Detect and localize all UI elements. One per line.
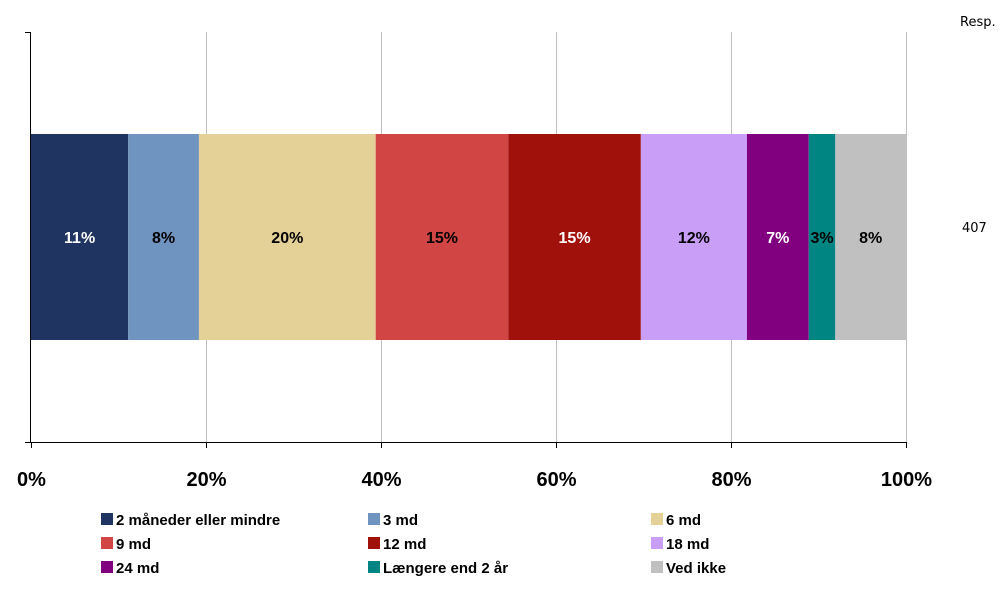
legend-item: 12 md <box>368 536 426 553</box>
segment-label: 11% <box>64 230 95 247</box>
respondents-count: 407 <box>962 221 987 236</box>
x-tick-label: 40% <box>361 469 401 491</box>
x-tick-label: 20% <box>186 469 226 491</box>
x-tick-labels: 0% 20% 40% 60% 80% 100% <box>17 469 932 491</box>
legend-swatch <box>368 513 380 525</box>
legend-label: 2 måneder eller mindre <box>116 512 280 529</box>
legend-item: 24 md <box>101 560 159 577</box>
segment-label: 12% <box>678 230 710 247</box>
x-tick-label: 80% <box>711 469 751 491</box>
legend-item: Ved ikke <box>651 560 726 577</box>
legend-item: 2 måneder eller mindre <box>101 512 280 529</box>
legend-swatch <box>368 537 380 549</box>
legend-label: 18 md <box>666 536 709 553</box>
segment-labels: 11% 8% 20% 15% 15% 12% 7% 3% 8% <box>64 230 882 247</box>
segment-label: 3% <box>810 230 833 247</box>
bar-segment <box>808 134 836 340</box>
legend-label: Længere end 2 år <box>383 560 508 577</box>
bar-segment <box>835 134 906 340</box>
legend-swatch <box>651 561 663 573</box>
axes <box>25 32 907 448</box>
bar-segment <box>198 134 376 340</box>
legend-swatch <box>651 537 663 549</box>
legend-swatch <box>651 513 663 525</box>
bar-segment <box>128 134 199 340</box>
legend-item: 18 md <box>651 536 709 553</box>
legend-label: 6 md <box>666 512 701 529</box>
segment-label: 8% <box>152 230 175 247</box>
legend-label: 3 md <box>383 512 418 529</box>
bar-segment <box>31 134 129 340</box>
bar-segment <box>746 134 809 340</box>
segment-label: 20% <box>271 230 303 247</box>
legend: 2 måneder eller mindre 3 md 6 md 9 md 12 md 1… <box>101 512 726 577</box>
legend-label: 24 md <box>116 560 159 577</box>
respondents-header: Resp. <box>960 15 996 30</box>
legend-item: 3 md <box>368 512 418 529</box>
legend-item: Længere end 2 år <box>368 560 508 577</box>
x-tick-label: 0% <box>17 469 46 491</box>
legend-label: 9 md <box>116 536 151 553</box>
bar-segment <box>375 134 509 340</box>
legend-swatch <box>101 561 113 573</box>
legend-swatch <box>368 561 380 573</box>
bar-segment <box>508 134 641 340</box>
legend-label: 12 md <box>383 536 426 553</box>
bar-segment <box>640 134 747 340</box>
segment-label: 15% <box>426 230 458 247</box>
bar-segments <box>31 134 906 340</box>
legend-item: 9 md <box>101 536 151 553</box>
segment-label: 15% <box>559 230 591 247</box>
legend-label: Ved ikke <box>666 560 726 577</box>
x-tick-label: 60% <box>536 469 576 491</box>
x-tick-label: 100% <box>881 469 932 491</box>
legend-swatch <box>101 513 113 525</box>
legend-swatch <box>101 537 113 549</box>
legend-item: 6 md <box>651 512 701 529</box>
segment-label: 7% <box>766 230 789 247</box>
segment-label: 8% <box>859 230 882 247</box>
